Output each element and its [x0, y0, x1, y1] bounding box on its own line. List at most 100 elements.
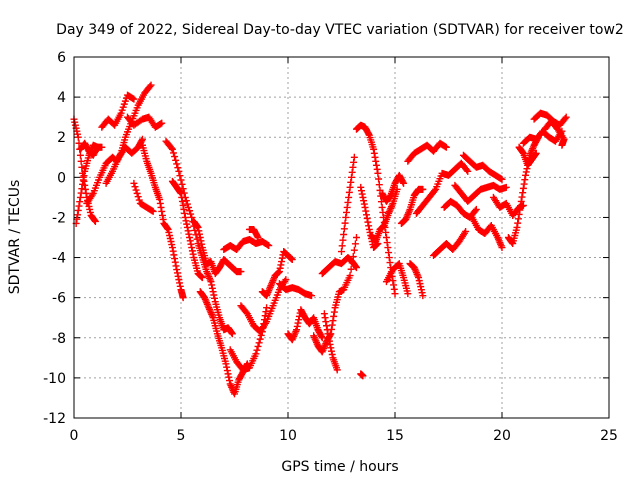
data-point	[419, 292, 427, 300]
data-point	[358, 190, 366, 198]
data-point	[324, 330, 332, 338]
series-sv43	[515, 143, 540, 169]
data-point	[347, 178, 355, 186]
series-sv7	[124, 113, 166, 131]
data-point	[225, 373, 233, 381]
data-point	[179, 294, 187, 302]
series-sv33	[406, 260, 427, 300]
data-point	[172, 156, 180, 164]
y-tick-label: -10	[43, 371, 66, 387]
x-tick-label: 15	[386, 428, 404, 444]
data-point	[185, 230, 193, 238]
data-point	[399, 178, 407, 186]
data-point	[183, 220, 191, 228]
series-sv34	[404, 139, 450, 165]
chart-title: Day 349 of 2022, Sidereal Day-to-day VTE…	[56, 22, 624, 38]
data-point	[187, 210, 195, 218]
data-point	[282, 276, 290, 284]
data-point	[516, 206, 524, 214]
data-point	[294, 319, 302, 327]
data-point	[183, 200, 191, 208]
y-tick-label: -12	[43, 411, 66, 427]
data-point	[254, 342, 262, 350]
data-point	[76, 193, 84, 201]
data-point	[197, 237, 205, 245]
data-point	[278, 258, 286, 266]
data-point	[532, 150, 540, 158]
data-point	[184, 227, 192, 235]
data-point	[375, 175, 383, 183]
data-point	[347, 173, 355, 181]
data-point	[365, 130, 373, 138]
series-sv13	[196, 288, 251, 398]
data-point	[502, 183, 510, 191]
data-point	[514, 215, 522, 223]
data-point	[320, 310, 328, 318]
series-sv46	[541, 117, 568, 149]
data-point	[196, 234, 204, 241]
data-point	[382, 228, 390, 236]
data-point	[498, 244, 506, 252]
data-point	[73, 215, 81, 223]
series-sv36	[430, 227, 470, 260]
data-point	[344, 198, 352, 206]
data-point	[343, 203, 351, 211]
data-point	[326, 340, 334, 348]
data-point	[561, 115, 569, 123]
data-point	[520, 180, 528, 188]
data-point	[359, 372, 367, 380]
data-point	[171, 255, 179, 263]
data-point	[464, 167, 472, 175]
data-point	[532, 149, 540, 157]
data-point	[173, 266, 181, 274]
x-tick-label: 20	[493, 428, 511, 444]
data-point	[170, 251, 178, 259]
data-point	[365, 222, 373, 230]
data-point	[186, 234, 194, 241]
data-point	[515, 210, 523, 218]
series-sv17	[245, 225, 262, 241]
data-point	[131, 183, 139, 191]
data-point	[208, 284, 216, 292]
data-point	[237, 268, 245, 276]
data-point	[186, 237, 194, 245]
data-point	[558, 141, 566, 149]
data-point	[442, 143, 450, 151]
data-point	[223, 363, 231, 371]
data-point	[364, 218, 372, 226]
data-point	[275, 268, 283, 276]
data-point	[308, 292, 316, 300]
data-point	[134, 193, 142, 201]
series-sv24	[338, 153, 358, 256]
data-point	[342, 208, 350, 216]
data-point	[173, 269, 181, 277]
series-sv32	[397, 185, 427, 227]
y-tick-label: 0	[57, 170, 66, 186]
data-point	[330, 308, 338, 316]
axis-ticks	[73, 56, 610, 419]
y-tick-label: -6	[52, 291, 66, 307]
y-tick-label: -8	[52, 331, 66, 347]
data-point	[149, 207, 157, 215]
data-point	[325, 334, 333, 342]
series-sv6	[102, 135, 146, 187]
data-point	[208, 281, 216, 289]
data-point	[177, 189, 185, 197]
data-point	[348, 259, 356, 267]
data-point	[385, 249, 393, 257]
x-tick-label: 10	[279, 428, 297, 444]
grid-lines	[74, 57, 609, 418]
data-point	[340, 230, 348, 238]
data-point	[384, 244, 392, 252]
data-point	[138, 135, 146, 143]
x-tick-label: 5	[177, 428, 186, 444]
x-tick-label: 0	[70, 428, 79, 444]
data-point	[207, 278, 215, 286]
data-point	[181, 209, 189, 217]
data-point	[133, 189, 141, 197]
data-point	[357, 187, 365, 195]
series-sv3	[76, 139, 106, 159]
data-point	[178, 180, 186, 188]
data-point	[194, 223, 202, 231]
data-point	[360, 197, 368, 205]
